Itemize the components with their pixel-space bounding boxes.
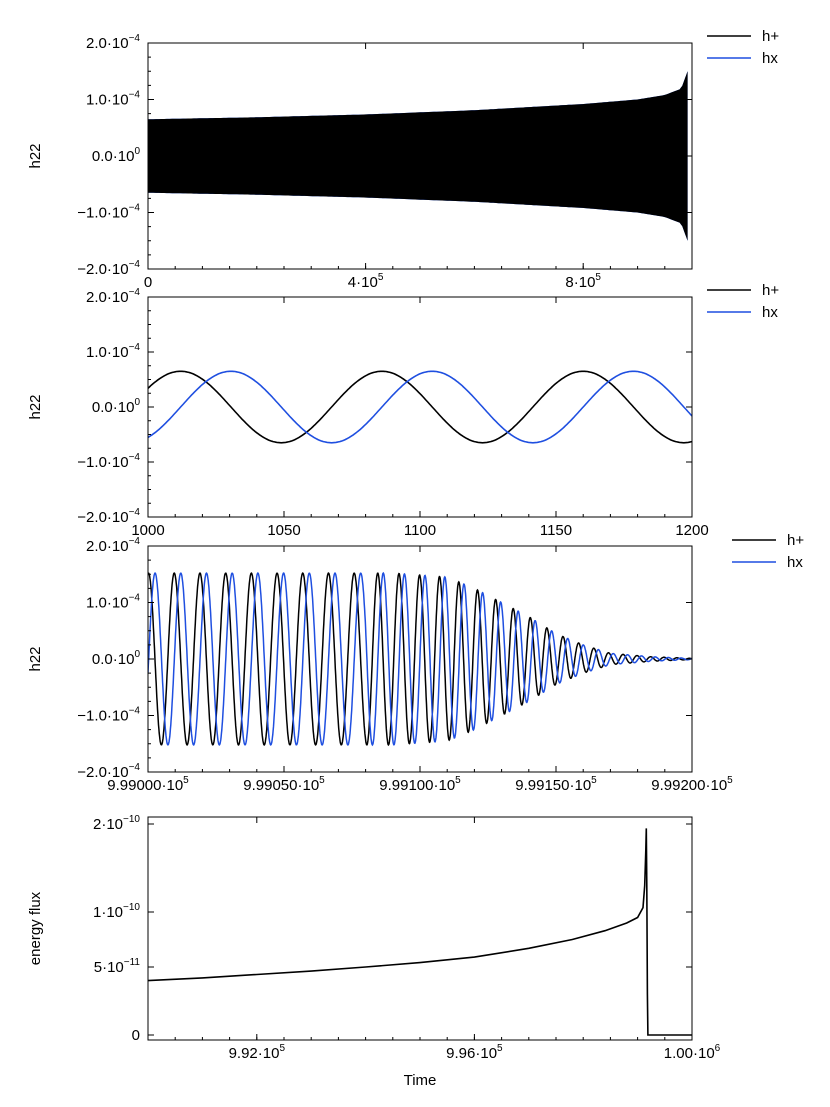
y-tick-label: 0.0·100: [92, 397, 141, 416]
y-tick-label: 0.0·100: [92, 649, 141, 668]
y-tick-label: 1.0·10−4: [86, 90, 140, 109]
legend-label: hx: [787, 554, 803, 571]
y-tick-label: −2.0·10−4: [77, 259, 140, 278]
legend-label: h+: [762, 28, 779, 45]
y-tick-label: 0: [132, 1027, 140, 1044]
plot-area-3: [148, 571, 692, 747]
legend-label: hx: [762, 50, 778, 67]
y-axis-label: h22: [27, 143, 44, 168]
x-tick-label: 8·105: [565, 272, 601, 291]
series-hplus-band: [148, 71, 688, 241]
plot-area-4: [148, 828, 692, 1036]
plot-area-2: [148, 370, 692, 444]
y-tick-label: 0.0·100: [92, 146, 141, 165]
x-tick-label: 1100: [404, 522, 436, 539]
series-hplus-line: [148, 572, 692, 747]
plot-area-1: [148, 71, 688, 241]
y-axis-label: energy flux: [27, 891, 44, 965]
legend-2: h+ hx: [707, 282, 779, 321]
y-tick-label: 1·10−10: [93, 902, 140, 921]
x-tick-label: 9.99050·105: [243, 775, 325, 794]
panel-4: 9.92·105 9.96·105 1.00·106 0 5·10−11 1·10−10 2…: [27, 814, 721, 1089]
x-tick-label: 0: [144, 274, 152, 291]
x-tick-label: 9.96·105: [446, 1043, 503, 1062]
axes-frame-2: [147, 296, 693, 518]
legend-label: h+: [762, 282, 779, 299]
x-tick-label: 4·105: [348, 272, 384, 291]
y-tick-label: 2·10−10: [93, 814, 140, 833]
y-tick-label: −2.0·10−4: [77, 507, 140, 526]
series-hplus-line: [148, 370, 692, 444]
legend-3: h+ hx: [732, 532, 804, 571]
panel-1: 0 4·105 8·105 −2.0·10−4 −1.0·10−4 0.0·100 1.0·…: [27, 28, 779, 291]
panel-2: 1000 1050 1100 1150 1200 −2.0·10−4 −1.0·10−4 0.…: [27, 282, 779, 539]
series-energy-flux-line: [148, 828, 692, 1036]
series-hx-line: [148, 571, 692, 747]
y-tick-label: 2.0·10−4: [86, 33, 140, 52]
x-tick-label: 9.92·105: [229, 1043, 286, 1062]
panel-3: 9.99000·105 9.99050·105 9.99100·105 9.99150…: [27, 532, 804, 794]
y-tick-label: 2.0·10−4: [86, 287, 140, 306]
y-tick-label: −1.0·10−4: [77, 452, 140, 471]
x-axis-label: Time: [404, 1072, 437, 1089]
y-tick-label: 1.0·10−4: [86, 342, 140, 361]
x-tick-label: 9.99000·105: [107, 775, 189, 794]
series-hx-line: [148, 370, 692, 444]
legend-1: h+ hx: [707, 28, 779, 67]
x-tick-label: 1050: [267, 522, 300, 539]
legend-label: h+: [787, 532, 804, 549]
y-tick-label: 5·10−11: [94, 957, 141, 976]
y-tick-label: −2.0·10−4: [77, 762, 140, 781]
y-axis-label: h22: [27, 394, 44, 419]
x-tick-label: 9.99150·105: [515, 775, 597, 794]
y-tick-label: 2.0·10−4: [86, 536, 140, 555]
y-tick-label: 1.0·10−4: [86, 593, 140, 612]
x-tick-label: 9.99100·105: [379, 775, 461, 794]
y-axis-label: h22: [27, 646, 44, 671]
y-tick-label: −1.0·10−4: [77, 706, 140, 725]
legend-label: hx: [762, 304, 778, 321]
x-tick-label: 1000: [131, 522, 164, 539]
x-tick-label: 1150: [540, 522, 572, 539]
x-tick-label: 1200: [675, 522, 708, 539]
x-tick-label: 1.00·106: [664, 1043, 721, 1062]
y-tick-label: −1.0·10−4: [77, 203, 140, 222]
x-tick-label: 9.99200·105: [651, 775, 733, 794]
